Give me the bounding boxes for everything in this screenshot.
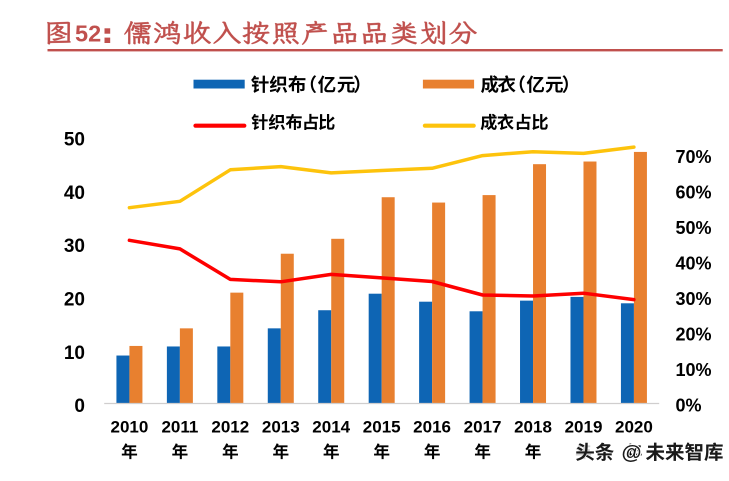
svg-text:10%: 10% bbox=[676, 360, 712, 380]
svg-text:0%: 0% bbox=[676, 395, 702, 415]
svg-text:2018: 2018 bbox=[514, 418, 552, 437]
svg-text:2013: 2013 bbox=[262, 418, 300, 437]
svg-text:40: 40 bbox=[64, 183, 85, 204]
svg-text:2014: 2014 bbox=[312, 418, 350, 437]
svg-text:30%: 30% bbox=[676, 289, 712, 309]
svg-text:2016: 2016 bbox=[413, 418, 451, 437]
svg-text:2011: 2011 bbox=[161, 418, 198, 437]
svg-text:2012: 2012 bbox=[211, 418, 249, 437]
svg-text:@: @ bbox=[622, 441, 642, 464]
svg-text:2019: 2019 bbox=[565, 418, 603, 437]
svg-text:50%: 50% bbox=[676, 218, 712, 238]
svg-text:2020: 2020 bbox=[615, 418, 653, 437]
svg-text:2017: 2017 bbox=[464, 418, 502, 437]
svg-text:50: 50 bbox=[64, 130, 85, 151]
svg-text:10: 10 bbox=[64, 343, 85, 364]
svg-text:0: 0 bbox=[74, 396, 85, 417]
svg-text:40%: 40% bbox=[676, 253, 712, 273]
svg-text:20%: 20% bbox=[676, 324, 712, 344]
svg-text:2015: 2015 bbox=[363, 418, 401, 437]
svg-text:52: 52 bbox=[75, 21, 101, 47]
svg-text:2010: 2010 bbox=[110, 418, 148, 437]
svg-text:70%: 70% bbox=[676, 147, 712, 167]
svg-text:60%: 60% bbox=[676, 183, 712, 203]
svg-text:20: 20 bbox=[64, 290, 85, 311]
svg-text:30: 30 bbox=[64, 236, 85, 257]
